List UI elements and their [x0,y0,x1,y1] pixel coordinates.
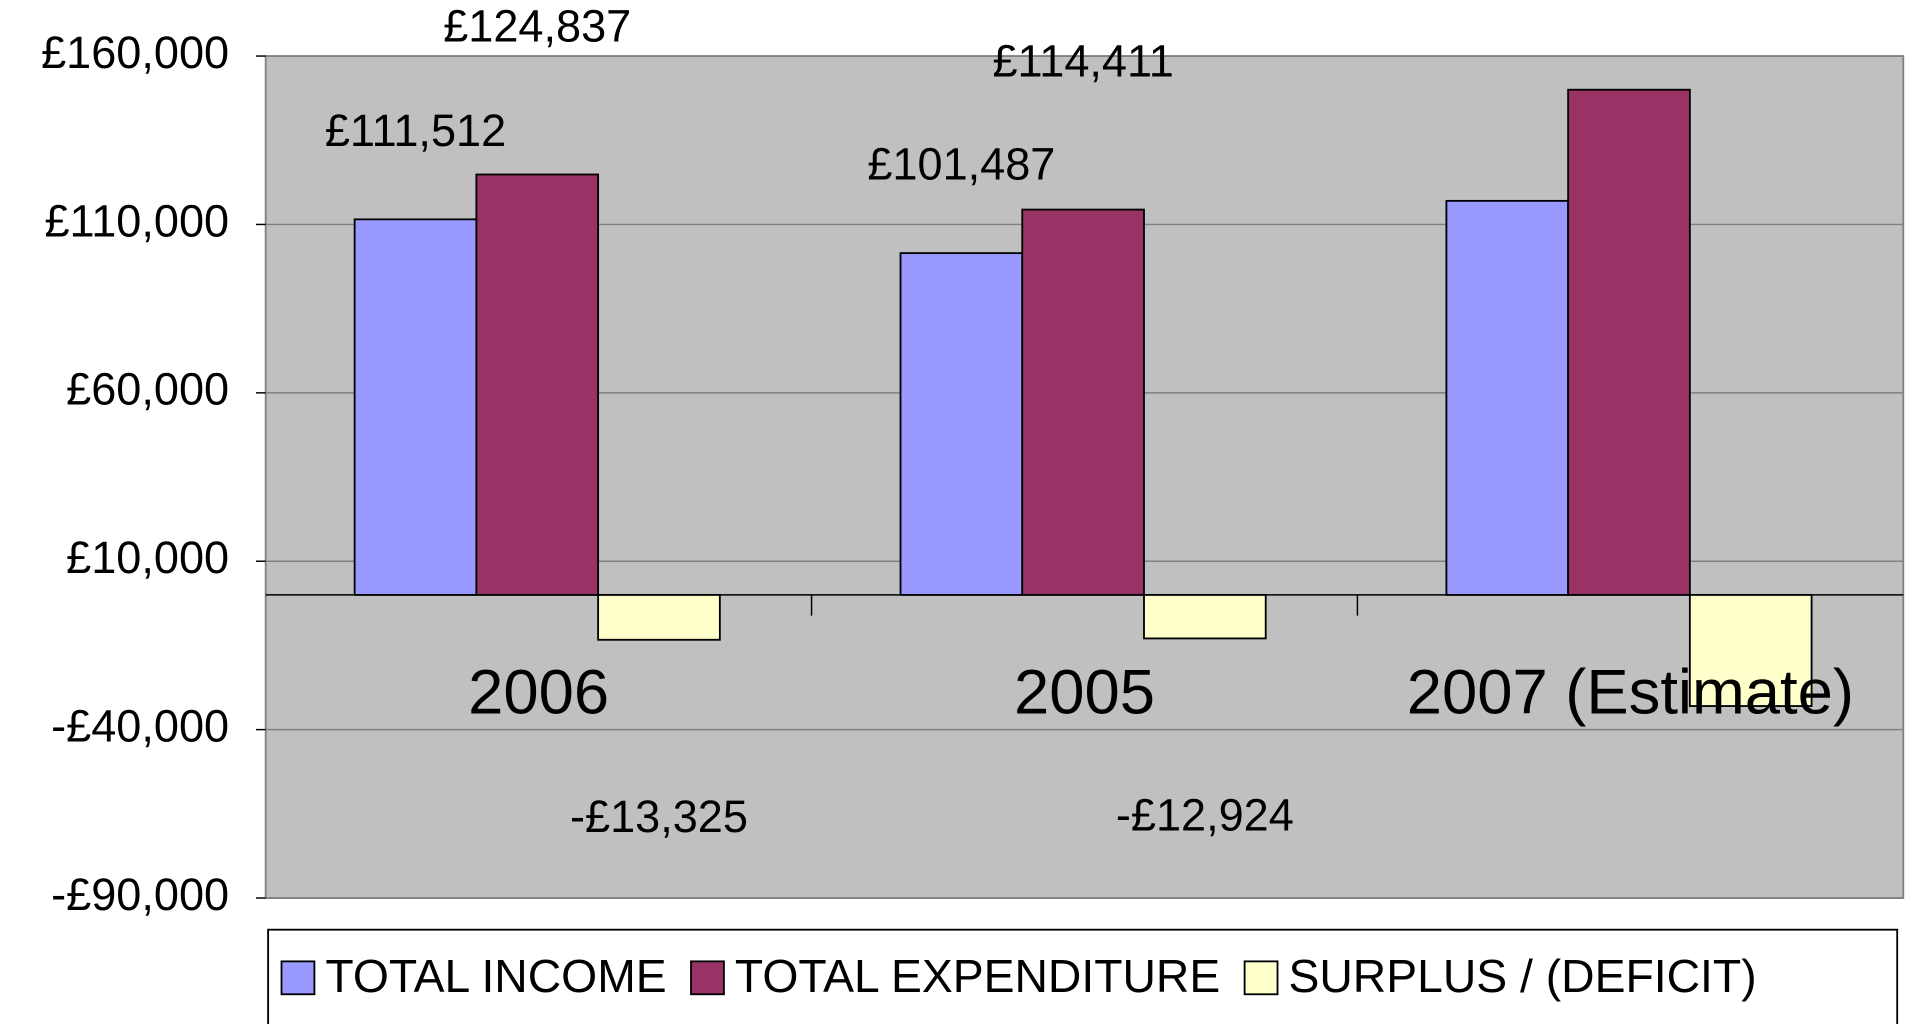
y-tick-label: -£90,000 [51,869,229,920]
value-label: £111,512 [325,105,506,156]
bar [597,593,721,641]
bar [1567,88,1691,596]
bar [475,173,600,596]
bar [1021,208,1145,596]
value-label: £114,411 [992,35,1173,86]
value-label: -£12,924 [1116,790,1294,841]
legend-label: TOTAL INCOME [325,950,666,1002]
legend-swatch [1243,960,1279,996]
bar [1143,593,1267,640]
legend-swatch [280,960,316,996]
legend-label: TOTAL EXPENDITURE [735,950,1220,1002]
y-tick-label: £110,000 [44,195,229,246]
x-tick-label: 2006 [468,658,609,728]
x-tick-label: 2007 (Estimate) [1407,658,1854,728]
legend-box [267,928,1899,1024]
value-label: £124,837 [443,0,631,51]
y-tick-label: £10,000 [66,532,229,583]
legend-label: SURPLUS / (DEFICIT) [1288,950,1756,1002]
value-label: £101,487 [867,139,1055,190]
y-tick-label: £160,000 [41,27,229,78]
x-tick-label: 2005 [1014,658,1155,728]
bar [899,252,1024,596]
y-tick-label: -£40,000 [51,701,229,752]
bar [1445,199,1570,596]
y-tick-label: £60,000 [66,364,229,415]
bar [353,218,478,596]
bar [1688,593,1813,707]
legend-swatch [690,960,725,996]
value-label: -£13,325 [570,791,748,842]
